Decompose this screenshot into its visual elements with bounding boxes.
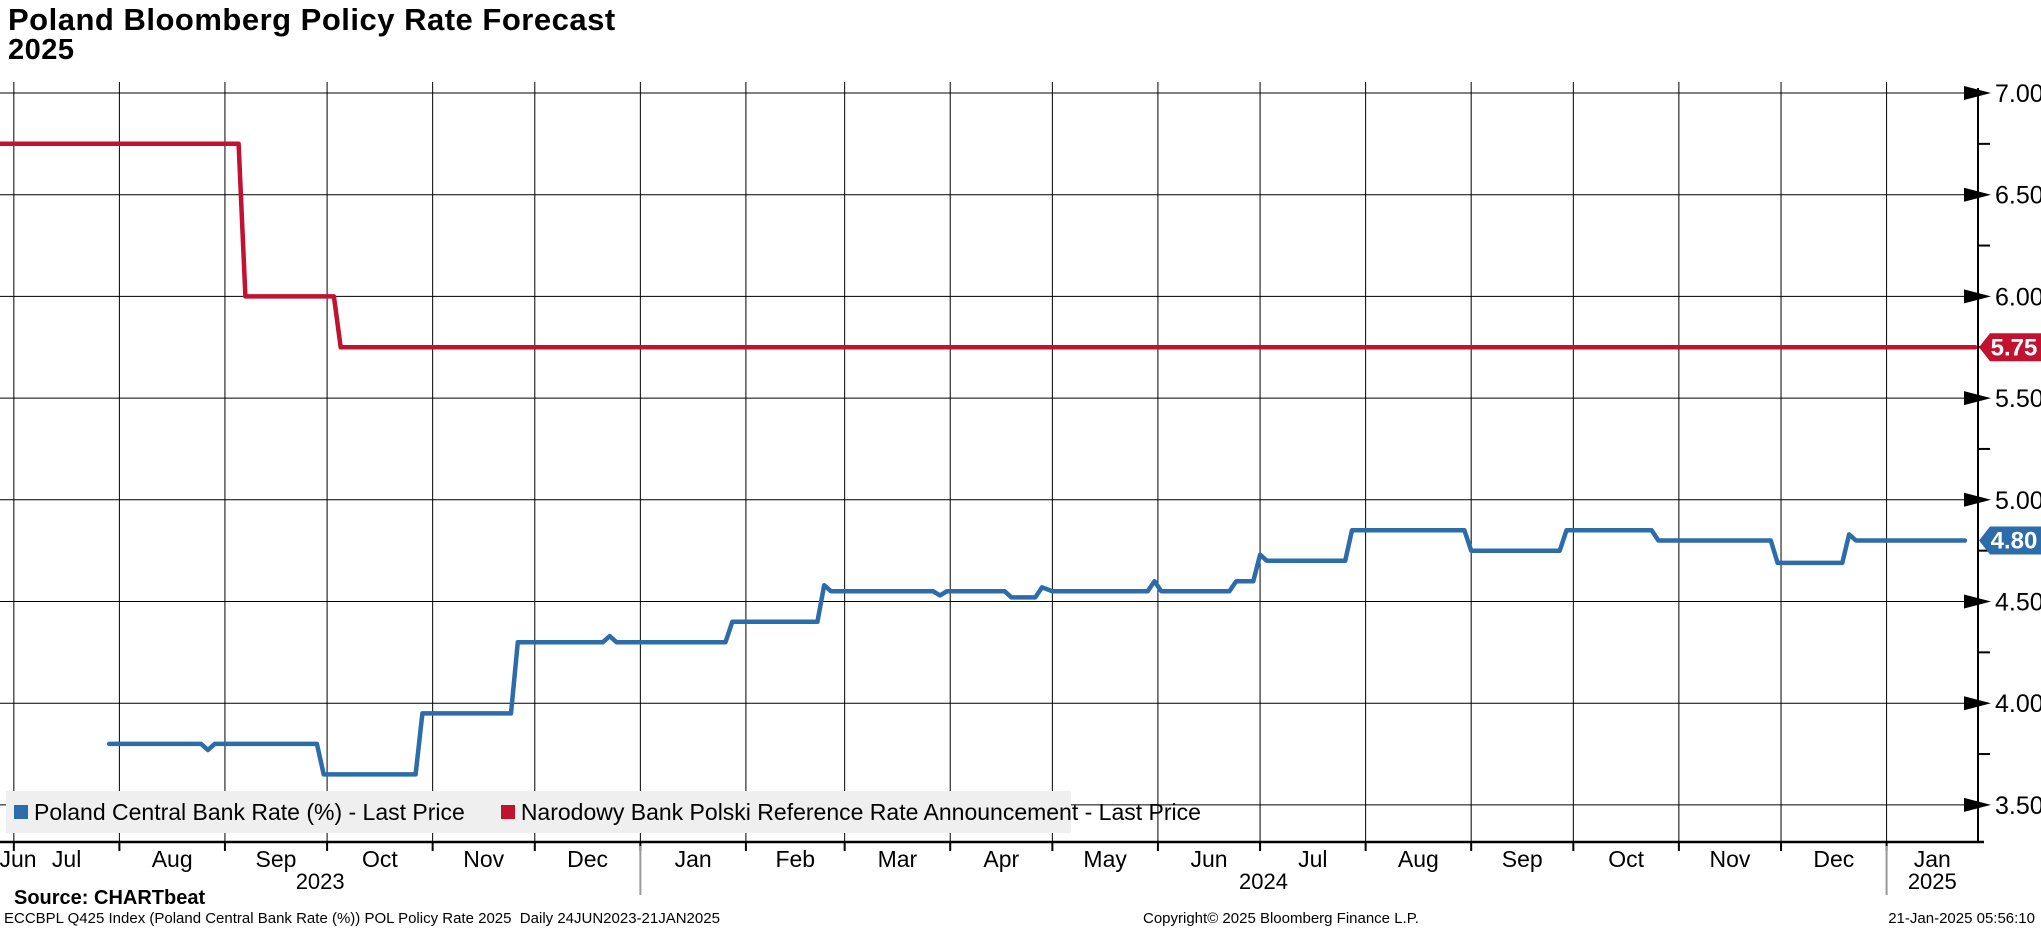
month-label: Apr bbox=[983, 846, 1019, 872]
source-label: Source: CHARTbeat bbox=[14, 887, 206, 909]
month-label: Jun bbox=[1190, 846, 1227, 872]
month-label: Dec bbox=[567, 846, 608, 872]
year-label: 2025 bbox=[1908, 869, 1957, 894]
month-label: Aug bbox=[1398, 846, 1439, 872]
legend-item-central-bank-rate[interactable]: Poland Central Bank Rate (%) - Last Pric… bbox=[14, 799, 465, 826]
last-price-value: 4.80 bbox=[1991, 527, 2038, 554]
legend: Poland Central Bank Rate (%) - Last Pric… bbox=[6, 791, 1201, 833]
month-label: Nov bbox=[463, 846, 504, 872]
month-label: Sep bbox=[1502, 846, 1543, 872]
y-tick-label: 4.00 bbox=[1995, 690, 2041, 718]
timestamp: 21-Jan-2025 05:56:10 bbox=[1888, 910, 2035, 927]
y-tick-label: 7.00 bbox=[1995, 80, 2041, 108]
month-label: Dec bbox=[1813, 846, 1854, 872]
blue-series-swatch-icon bbox=[14, 805, 28, 819]
month-label: Oct bbox=[1608, 846, 1644, 872]
last-price-value: 5.75 bbox=[1991, 334, 2038, 361]
y-axis-labels: 7.00 6.50 6.00 5.50 5.00 4.50 4.00 3.50 bbox=[1964, 80, 2041, 820]
copyright-notice: Copyright© 2025 Bloomberg Finance L.P. bbox=[1143, 910, 1419, 927]
x-axis-labels: Jun Jul Aug Sep Oct Nov Dec Jan Feb Mar Apr May Jun J… bbox=[0, 842, 1957, 895]
blue-last-price-badge: 4.80 bbox=[1979, 526, 2041, 555]
month-label: Jan bbox=[675, 846, 712, 872]
month-label: Sep bbox=[256, 846, 297, 872]
y-tick-label: 5.00 bbox=[1995, 487, 2041, 515]
badge-shape bbox=[1979, 333, 2041, 362]
month-label: Feb bbox=[775, 846, 815, 872]
y-tick-label: 6.50 bbox=[1995, 182, 2041, 210]
month-label: Nov bbox=[1710, 846, 1751, 872]
ticker-description: ECCBPL Q425 Index (Poland Central Bank R… bbox=[4, 910, 720, 927]
red-last-price-badge: 5.75 bbox=[1979, 333, 2041, 362]
y-tick-label: 4.50 bbox=[1995, 589, 2041, 617]
month-label: Mar bbox=[878, 846, 918, 872]
legend-item-nbp-reference-rate[interactable]: Narodowy Bank Polski Reference Rate Anno… bbox=[500, 798, 1201, 826]
red-series-line bbox=[0, 141, 1978, 350]
gridlines bbox=[0, 82, 1978, 842]
year-label: 2023 bbox=[296, 869, 345, 894]
month-label: Jan bbox=[1914, 846, 1951, 872]
month-label: May bbox=[1083, 846, 1127, 872]
month-label: Oct bbox=[362, 846, 398, 872]
year-label: 2024 bbox=[1239, 869, 1288, 894]
red-series-swatch-icon bbox=[500, 805, 515, 819]
legend-label-nbp-reference-rate: Narodowy Bank Polski Reference Rate Anno… bbox=[520, 798, 1201, 825]
y-tick-label: 3.50 bbox=[1995, 792, 2041, 820]
month-label: Jun bbox=[0, 846, 37, 872]
month-label: Jul bbox=[1298, 846, 1327, 872]
y-tick-label: 6.00 bbox=[1995, 283, 2041, 311]
y-tick-label: 5.50 bbox=[1995, 385, 2041, 413]
blue-series-line bbox=[106, 528, 1968, 777]
chart-subtitle-year: 2025 bbox=[8, 34, 75, 66]
month-label: Aug bbox=[152, 846, 193, 872]
chart-title: Poland Bloomberg Policy Rate Forecast bbox=[8, 2, 616, 37]
legend-label-central-bank-rate: Poland Central Bank Rate (%) - Last Pric… bbox=[34, 798, 465, 825]
badge-shape bbox=[1979, 526, 2041, 555]
month-label: Jul bbox=[52, 846, 81, 872]
